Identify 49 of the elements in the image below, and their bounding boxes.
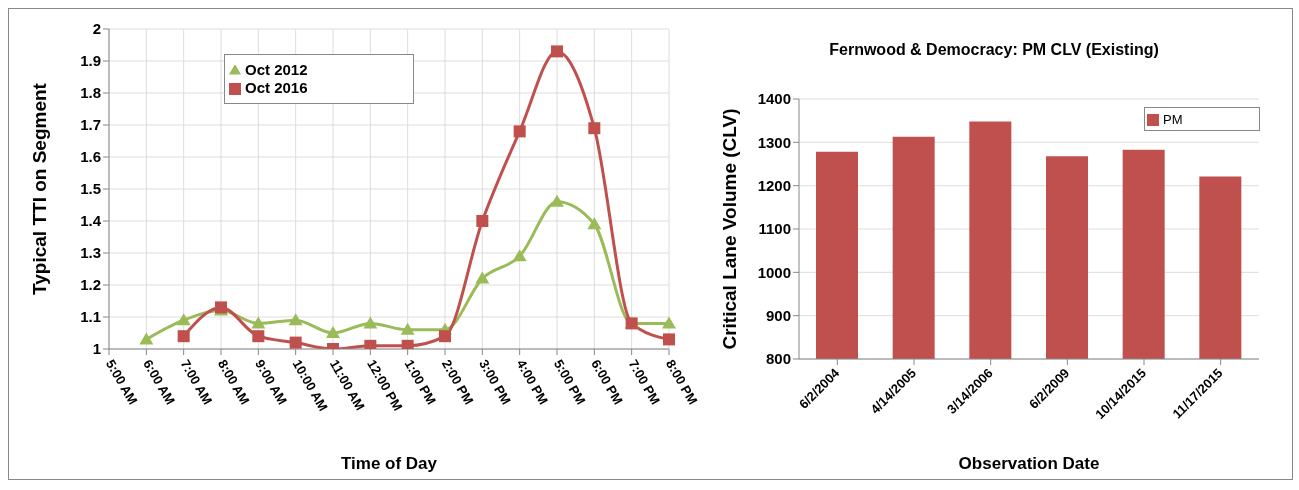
point xyxy=(400,322,415,335)
point xyxy=(550,194,564,207)
legend-label: PM xyxy=(1163,112,1183,127)
point xyxy=(662,316,676,329)
point xyxy=(139,332,154,345)
x-axis-title: Observation Date xyxy=(958,454,1100,473)
y-tick-label: 1300 xyxy=(757,133,791,151)
x-axis-title: Time of Day xyxy=(340,454,438,473)
point xyxy=(288,313,303,326)
y-tick-label: 1100 xyxy=(758,220,791,238)
y-tick-label: 1 xyxy=(92,340,101,358)
point xyxy=(587,217,602,230)
point xyxy=(252,330,265,343)
legend-label: Oct 2012 xyxy=(245,61,308,78)
y-tick-label: 2 xyxy=(92,20,101,38)
y-tick-label: 1.3 xyxy=(80,244,101,262)
y-tick-label: 800 xyxy=(765,350,791,368)
y-tick-label: 1.4 xyxy=(80,212,102,230)
y-tick-label: 1.8 xyxy=(80,84,101,102)
point xyxy=(363,316,378,329)
point xyxy=(439,330,451,343)
y-tick-label: 1.1 xyxy=(80,308,101,326)
y-tick-label: 1.5 xyxy=(80,180,101,198)
y-axis-title: Critical Lane Volume (CLV) xyxy=(718,108,740,350)
y-tick-label: 1400 xyxy=(757,90,791,108)
y-tick-label: 1.9 xyxy=(80,52,101,70)
y-tick-label: 1000 xyxy=(757,263,791,281)
point xyxy=(512,249,527,262)
y-tick-label: 900 xyxy=(765,306,791,324)
point xyxy=(326,326,340,338)
y-tick-label: 1.6 xyxy=(80,148,101,166)
point xyxy=(476,215,489,227)
point xyxy=(663,333,675,346)
point xyxy=(289,336,302,349)
legend-label: Oct 2016 xyxy=(245,79,308,96)
y-tick-label: 1200 xyxy=(757,176,791,194)
point xyxy=(401,339,414,349)
point xyxy=(513,125,526,138)
chart-title: Fernwood & Democracy: PM CLV (Existing) xyxy=(828,41,1160,59)
y-tick-label: 1.2 xyxy=(80,276,101,294)
y-tick-label: 1.7 xyxy=(80,116,101,134)
point xyxy=(177,330,190,343)
point xyxy=(251,316,266,329)
y-axis-title: Typical TTI on Segment xyxy=(28,82,50,295)
point xyxy=(475,271,490,284)
point xyxy=(551,45,563,58)
point xyxy=(588,122,601,135)
point xyxy=(176,313,191,326)
point xyxy=(364,339,377,349)
